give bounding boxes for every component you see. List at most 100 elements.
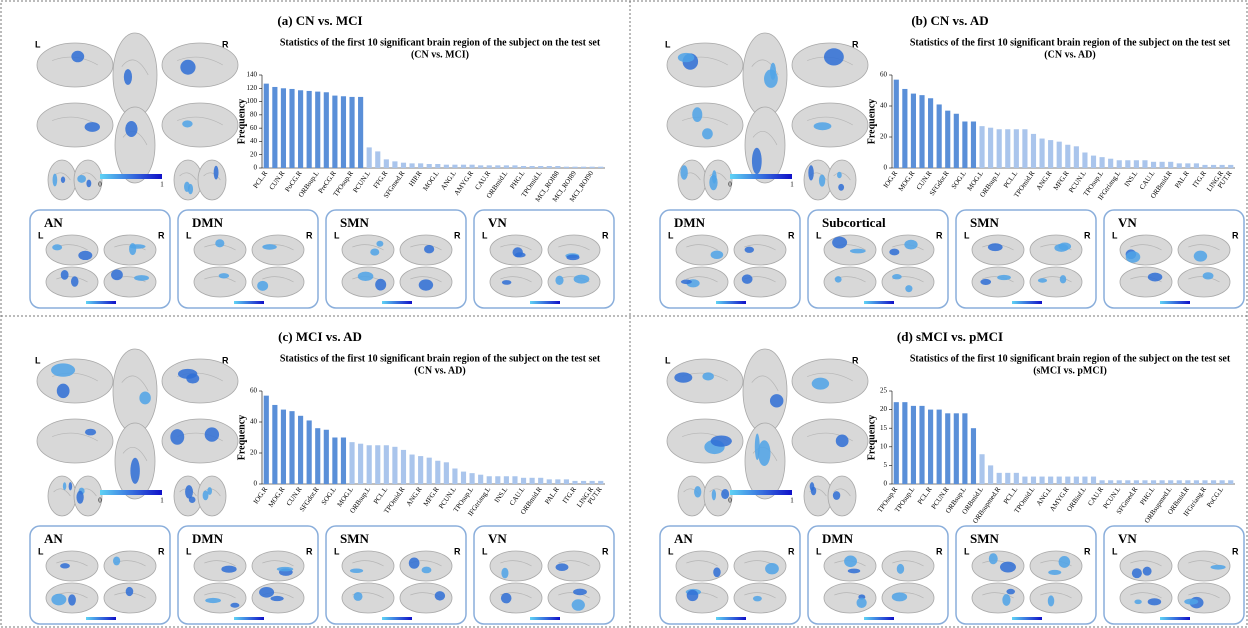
- colorbar: [100, 174, 162, 179]
- bar: [1117, 160, 1122, 168]
- chart-title: Statistics of the first 10 significant b…: [280, 37, 601, 48]
- y-tick-label: 20: [250, 449, 258, 457]
- bar: [538, 478, 543, 484]
- bar: [928, 410, 933, 484]
- brain: [104, 551, 156, 581]
- bar: [1039, 139, 1044, 168]
- activation: [1134, 600, 1141, 605]
- bar: [307, 420, 312, 484]
- bar: [341, 438, 346, 485]
- activation: [219, 273, 229, 278]
- x-tick-label: PCL.L: [1002, 485, 1019, 505]
- activation: [186, 374, 199, 384]
- bar: [1228, 165, 1233, 168]
- bar: [1005, 129, 1010, 168]
- bar: [590, 481, 595, 484]
- colorbar: [864, 617, 894, 620]
- bar: [598, 167, 603, 168]
- bar: [392, 161, 397, 168]
- activation: [86, 180, 91, 188]
- x-tick-label: ANG.R: [1035, 169, 1054, 192]
- bar: [478, 475, 483, 484]
- activation: [1002, 594, 1010, 606]
- bar: [894, 402, 899, 484]
- activation: [770, 394, 783, 407]
- activation: [694, 486, 701, 497]
- side-label: L: [35, 355, 41, 365]
- network-label: VN: [1118, 215, 1137, 230]
- bar: [962, 122, 967, 169]
- bar: [1185, 163, 1190, 168]
- brain: [342, 235, 394, 265]
- activation: [129, 243, 136, 255]
- activation: [51, 594, 66, 606]
- side-label: R: [306, 230, 313, 240]
- activation: [572, 599, 585, 610]
- side-label: R: [936, 230, 943, 240]
- activation: [566, 255, 579, 261]
- chart-title: Statistics of the first 10 significant b…: [910, 353, 1231, 364]
- activation: [713, 567, 720, 577]
- bar: [1151, 162, 1156, 168]
- activation: [502, 280, 512, 285]
- bar: [487, 476, 492, 484]
- bar: [1048, 477, 1053, 484]
- bar: [452, 165, 457, 168]
- network-label: VN: [488, 215, 507, 230]
- activation: [758, 440, 770, 466]
- brain: [667, 43, 743, 87]
- side-label: R: [936, 546, 943, 556]
- brain: [667, 103, 743, 147]
- side-label: L: [816, 546, 822, 556]
- bar: [512, 476, 517, 484]
- side-label: L: [186, 546, 192, 556]
- bar: [1091, 156, 1096, 168]
- brain: [792, 419, 868, 463]
- activation: [1060, 275, 1067, 283]
- bar: [1048, 140, 1053, 168]
- side-label: R: [454, 230, 461, 240]
- brain: [824, 583, 876, 613]
- activation: [68, 594, 76, 605]
- activation: [812, 378, 829, 390]
- bar: [341, 96, 346, 168]
- brain: [46, 235, 98, 265]
- activation: [997, 275, 1011, 280]
- bar: [289, 89, 294, 168]
- bar: [264, 84, 269, 168]
- bar: [478, 165, 483, 168]
- y-tick-label: 15: [880, 424, 888, 432]
- colorbar: [530, 301, 560, 304]
- bar: [375, 151, 380, 168]
- bar: [1202, 165, 1207, 168]
- activation: [1184, 599, 1198, 605]
- colorbar: [1160, 301, 1190, 304]
- brain: [743, 349, 787, 433]
- bar: [555, 166, 560, 168]
- brain: [115, 107, 155, 183]
- activation: [702, 372, 713, 380]
- bar: [444, 165, 449, 168]
- bar: [521, 166, 526, 168]
- activation: [53, 174, 58, 187]
- brain: [162, 103, 238, 147]
- brain: [824, 235, 876, 265]
- activation: [63, 482, 66, 490]
- brain: [37, 103, 113, 147]
- activation: [832, 237, 847, 249]
- bar: [997, 473, 1002, 484]
- bar: [530, 166, 535, 168]
- y-axis-label: Frequency: [866, 415, 877, 460]
- colorbar-label: 1: [790, 497, 794, 505]
- brain: [37, 43, 113, 87]
- activation: [711, 250, 724, 259]
- colorbar: [716, 617, 746, 620]
- bar: [572, 167, 577, 168]
- brain: [104, 267, 156, 297]
- bar: [487, 165, 492, 168]
- bar: [1022, 129, 1027, 168]
- bar: [1108, 480, 1113, 484]
- activation: [78, 251, 92, 260]
- panel-title: (a) CN vs. MCI: [277, 13, 362, 28]
- network-label: DMN: [192, 531, 224, 546]
